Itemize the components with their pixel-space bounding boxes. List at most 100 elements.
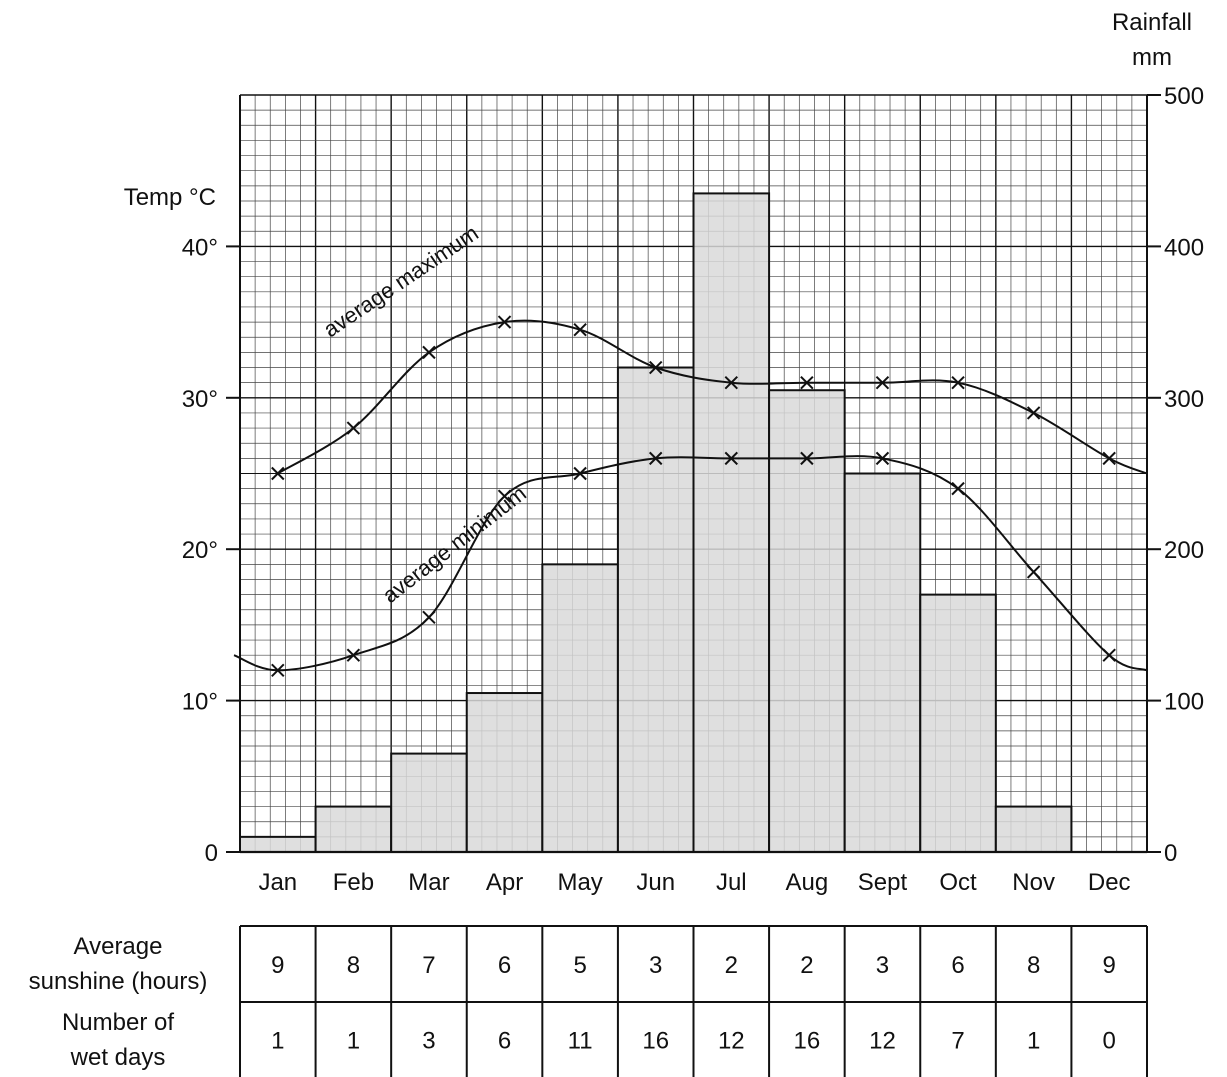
point-stroke [271,663,285,678]
average-maximum-point [271,466,285,481]
table-cell: 2 [800,952,813,979]
average-minimum-point [875,451,890,466]
point-stroke [1102,451,1116,466]
table-row-label-line2: wet days [70,1044,166,1071]
temp-axis-title: Temp °C [124,184,216,211]
month-label: Jun [636,869,675,896]
rainfall-bar [843,472,922,853]
average-maximum-point [1026,406,1041,420]
average-maximum-point [875,375,890,390]
table-cell: 12 [869,1028,896,1055]
temp-tick-label: 0 [205,840,218,867]
table-row-label-line1: Number of [62,1009,174,1036]
average-minimum-line [233,455,1148,672]
rainfall-tick-label: 0 [1164,840,1177,867]
temp-tick-label: 30° [182,386,218,413]
rainfall-tick-label: 100 [1164,689,1204,716]
month-label: Sept [858,869,908,896]
rainfall-bar [390,752,468,854]
table-cell: 9 [1103,952,1116,979]
rainfall-bar [919,593,997,853]
table-row-label-line2: sunshine (hours) [29,968,208,995]
point-stroke [649,360,663,375]
month-label: Feb [333,869,374,896]
point-stroke [800,375,814,390]
rainfall-tick-label: 500 [1164,83,1204,110]
average-maximum-point [573,322,587,337]
average-minimum-point [649,451,663,466]
average-maximum-point [346,421,361,435]
table-cell: 8 [347,952,360,979]
table-cell: 5 [573,952,586,979]
table-cell: 8 [1027,952,1040,979]
point-stroke [951,481,965,496]
table-cell: 1 [1027,1028,1040,1055]
average-minimum-point [346,648,361,662]
rainfall-tick-label: 400 [1164,234,1204,261]
month-label: Aug [786,869,829,896]
table-cell: 11 [568,1028,593,1055]
table-cell: 1 [347,1028,360,1055]
month-label: Jan [258,869,297,896]
rainfall-bar [541,563,619,854]
point-stroke [875,451,890,466]
table-cell: 7 [951,1028,964,1055]
rainfall-bar [239,835,317,853]
month-label: Mar [408,869,449,896]
point-stroke [724,451,738,466]
rainfall-bar [314,805,393,854]
rainfall-bar [994,805,1073,854]
point-stroke [271,466,285,481]
average-minimum-point [271,663,285,678]
average-maximum-point [724,375,738,390]
point-stroke [649,451,663,466]
average-minimum-point [422,610,436,625]
month-label: Jul [716,869,747,896]
month-label: Oct [939,869,977,896]
average-maximum-point [1102,451,1116,466]
average-minimum-point [951,481,965,496]
table-cell: 9 [271,952,284,979]
point-stroke [422,610,436,625]
temp-tick-label: 10° [182,689,218,716]
month-label: May [557,869,602,896]
point-stroke [951,375,965,390]
point-stroke [1026,565,1041,579]
table-cell: 6 [498,952,511,979]
average-minimum-label: average minimum [378,481,531,608]
temp-tick-label: 40° [182,234,218,261]
table-cell: 3 [876,952,889,979]
table-cell: 6 [951,952,964,979]
point-stroke [497,315,512,329]
average-maximum-point [951,375,965,390]
point-stroke [497,489,512,503]
table-cell: 16 [794,1028,821,1055]
table-cell: 6 [498,1028,511,1055]
average-minimum-point [724,451,738,466]
month-label: Nov [1012,869,1055,896]
table-row-label-line1: Average [74,933,163,960]
rainfall-bar [465,692,544,854]
average-maximum-point [497,315,512,329]
average-maximum-label: average maximum [319,220,483,342]
average-minimum-point [497,489,512,503]
average-minimum-point [800,451,814,466]
average-minimum-point [1102,648,1116,662]
rainfall-bar [692,192,771,854]
rainfall-tick-label: 200 [1164,537,1204,564]
table-cell: 3 [649,952,662,979]
table-cell: 16 [642,1028,669,1055]
rainfall-bar [616,366,695,853]
point-stroke [800,451,814,466]
rainfall-bars [239,192,1073,854]
climate-table: Average sunshine (hours) 9 8 7 6 5 3 2 2 3 6 8 9 Numbe… [29,925,1148,1077]
rainfall-axis-title-line1: Rainfall [1112,9,1192,36]
table-cell: 1 [271,1028,284,1055]
table-cell: 7 [422,952,435,979]
table-cell: 3 [422,1028,435,1055]
axis-labels: Rainfall mm Temp °C 0 10° 20° 30° 40° 0 100 200… [124,9,1204,896]
point-stroke [573,322,587,337]
rainfall-axis-title-line2: mm [1132,44,1172,71]
month-label: Dec [1088,869,1131,896]
